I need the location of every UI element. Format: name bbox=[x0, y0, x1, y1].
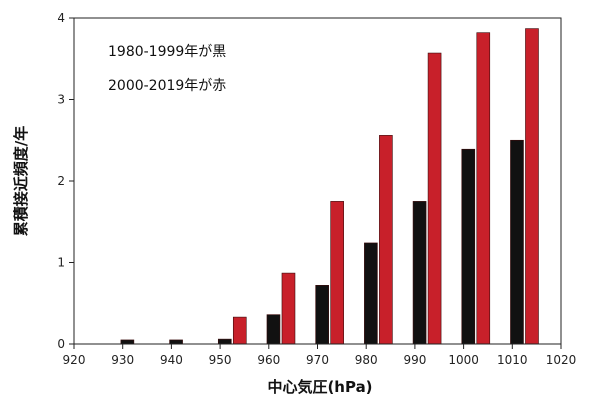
x-tick-label: 1000 bbox=[448, 353, 479, 367]
y-axis-title: 累積接近頻度/年 bbox=[12, 126, 30, 236]
y-tick-label: 3 bbox=[57, 93, 65, 107]
x-tick-label: 930 bbox=[111, 353, 134, 367]
bar-1980-1999-1002.5 bbox=[461, 148, 476, 345]
legend: 1980-1999年が黒 2000-2019年が赤 bbox=[108, 44, 226, 94]
x-tick-label: 920 bbox=[63, 353, 86, 367]
legend-line-1: 1980-1999年が黒 bbox=[108, 44, 226, 60]
legend-line-2: 2000-2019年が赤 bbox=[108, 78, 226, 94]
bar-2000-2019-1012.5 bbox=[525, 28, 539, 345]
bar-1980-1999-982.5 bbox=[364, 242, 378, 345]
axes-layer: 920 930 940 950 960 970 980 990 1000 1010 1020 0 1 2 3… bbox=[57, 11, 576, 367]
x-tick-label: 1020 bbox=[546, 353, 577, 367]
bars-layer bbox=[120, 28, 539, 345]
bar-2000-2019-962.5 bbox=[281, 272, 296, 345]
bar-1980-1999-962.5 bbox=[266, 314, 281, 345]
x-tick-label: 970 bbox=[306, 353, 329, 367]
x-tick-label: 1010 bbox=[497, 353, 528, 367]
bar-1980-1999-942.5 bbox=[169, 339, 183, 345]
y-tick-label: 1 bbox=[57, 256, 65, 270]
bar-2000-2019-982.5 bbox=[379, 135, 393, 345]
bar-1980-1999-952.5 bbox=[217, 338, 232, 345]
bar-1980-1999-972.5 bbox=[315, 285, 329, 345]
bar-2000-2019-952.5 bbox=[232, 316, 247, 345]
y-tick-label: 4 bbox=[57, 11, 65, 25]
x-tick-label: 940 bbox=[160, 353, 183, 367]
bar-2000-2019-992.5 bbox=[427, 52, 442, 345]
bar-1980-1999-932.5 bbox=[120, 339, 135, 345]
bar-2000-2019-1002.5 bbox=[476, 32, 491, 345]
bar-2000-2019-972.5 bbox=[330, 201, 344, 345]
x-tick-label: 950 bbox=[209, 353, 232, 367]
y-tick-label: 0 bbox=[57, 337, 65, 351]
x-tick-label: 990 bbox=[403, 353, 426, 367]
bar-1980-1999-1012.5 bbox=[510, 139, 524, 345]
x-tick-label: 980 bbox=[355, 353, 378, 367]
bar-1980-1999-992.5 bbox=[412, 201, 427, 345]
x-axis-title: 中心気圧(hPa) bbox=[267, 378, 372, 396]
x-tick-label: 960 bbox=[257, 353, 280, 367]
y-tick-label: 2 bbox=[57, 174, 65, 188]
